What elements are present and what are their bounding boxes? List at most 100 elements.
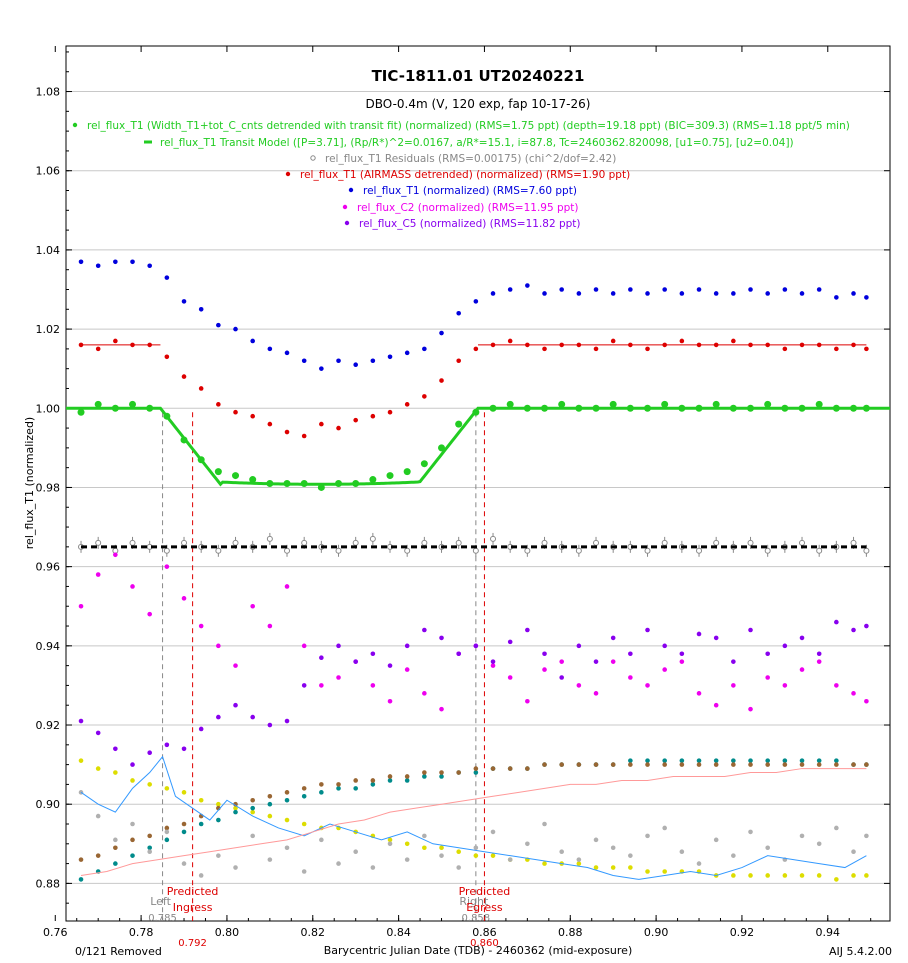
residual-point	[490, 535, 497, 542]
data-point	[628, 287, 633, 292]
data-point	[214, 468, 222, 476]
data-point	[696, 631, 702, 637]
data-point	[834, 825, 839, 831]
data-point	[250, 714, 255, 720]
data-point	[576, 291, 582, 296]
data-point	[216, 322, 221, 328]
data-point	[422, 845, 427, 851]
legend-marker	[285, 171, 291, 177]
data-point	[147, 782, 152, 787]
data-point	[387, 663, 393, 668]
data-point	[731, 853, 736, 858]
data-point	[198, 386, 204, 391]
data-point	[576, 643, 582, 649]
data-point	[731, 873, 736, 878]
residual-point	[455, 539, 462, 546]
legend-entry: rel_flux_C5 (normalized) (RMS=11.82 ppt)	[359, 218, 581, 230]
data-point	[353, 786, 358, 791]
data-point	[130, 837, 135, 843]
legend: rel_flux_T1 (Width_T1+tot_C_cnts detrend…	[72, 120, 850, 230]
data-point	[525, 698, 530, 704]
data-point	[95, 730, 101, 736]
data-point	[232, 472, 240, 480]
data-point	[748, 873, 753, 878]
data-point	[542, 667, 547, 672]
data-point	[645, 869, 650, 874]
x-tick-label: 0.80	[215, 926, 240, 939]
data-point	[799, 635, 805, 641]
data-point	[403, 468, 411, 476]
data-point	[164, 837, 170, 843]
data-point	[147, 263, 152, 269]
data-point	[250, 833, 255, 839]
data-point	[267, 722, 273, 728]
data-point	[319, 655, 324, 661]
data-point	[782, 346, 788, 352]
data-point	[628, 758, 633, 763]
data-point	[181, 821, 187, 827]
data-point	[164, 564, 170, 569]
data-point	[713, 702, 719, 708]
x-axis-label: Barycentric Julian Date (TDB) - 2460362 …	[324, 944, 633, 957]
data-point	[181, 746, 187, 752]
residual-point	[352, 539, 359, 546]
data-point	[267, 801, 273, 807]
y-tick-label: 0.94	[36, 640, 61, 653]
data-point	[799, 667, 805, 672]
data-point	[473, 770, 479, 775]
data-point	[336, 861, 341, 866]
data-point	[387, 778, 393, 783]
data-point	[387, 354, 393, 360]
data-point	[696, 287, 702, 292]
data-point	[864, 346, 869, 352]
data-point	[370, 358, 376, 364]
data-point	[765, 873, 770, 878]
data-point	[731, 659, 736, 664]
residual-point	[181, 539, 188, 546]
data-point	[662, 287, 667, 292]
data-point	[439, 774, 444, 779]
x-tick-label: 0.92	[730, 926, 755, 939]
data-point	[456, 358, 461, 364]
data-point	[336, 643, 341, 649]
data-point	[336, 786, 341, 791]
residual-point	[524, 547, 531, 554]
residual-point	[335, 547, 342, 554]
data-point	[696, 758, 702, 763]
data-point	[610, 291, 616, 296]
data-point	[679, 659, 685, 664]
residual-point	[95, 539, 102, 546]
data-point	[301, 869, 307, 874]
data-point	[249, 476, 257, 484]
data-point	[645, 291, 650, 296]
data-point	[473, 853, 479, 858]
data-point	[713, 837, 719, 843]
data-point	[610, 865, 616, 870]
y-tick-label: 0.98	[36, 481, 61, 494]
residual-point	[404, 547, 411, 554]
data-point	[386, 472, 394, 480]
y-tick-label: 1.00	[36, 402, 61, 415]
residual-point	[232, 539, 239, 546]
x-tick-label: 0.78	[129, 926, 154, 939]
data-point	[181, 829, 187, 835]
marker-label: Ingress	[173, 901, 213, 914]
data-point	[95, 766, 101, 771]
data-point	[593, 659, 599, 664]
data-point	[542, 651, 547, 657]
data-point	[113, 770, 118, 775]
data-point	[525, 766, 530, 771]
data-point	[353, 659, 358, 664]
data-point	[181, 596, 187, 601]
data-point	[319, 790, 324, 795]
data-point	[301, 793, 307, 799]
legend-entry: rel_flux_T1 Transit Model ([P=3.71], (Rp…	[160, 137, 794, 149]
data-point	[198, 623, 204, 629]
data-point	[284, 350, 290, 356]
data-point	[387, 409, 393, 415]
data-point	[95, 263, 101, 269]
data-point	[696, 762, 702, 767]
y-axis-ticks: 0.88 0.90 0.92 0.94 0.96 0.98 1.00 1.02 1.04 1.06…	[36, 51, 890, 904]
data-point	[319, 782, 324, 787]
data-point	[370, 683, 376, 688]
